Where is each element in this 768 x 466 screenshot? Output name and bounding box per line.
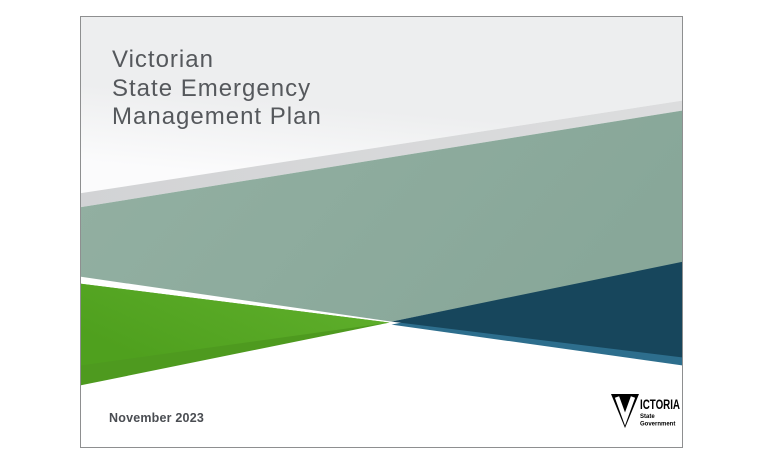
logo-tagline-line1: State: [640, 414, 655, 420]
cover-geometry: [81, 17, 682, 386]
sage-green-band: [81, 110, 682, 322]
dark-teal-triangle: [391, 261, 682, 358]
logo-wordmark: ICTORIA: [640, 397, 680, 412]
title-line-1: Victorian: [112, 46, 214, 73]
top-gray-band: [81, 17, 682, 194]
logo-tagline-line2: Government: [640, 422, 675, 428]
victoria-v-icon: [614, 396, 636, 426]
document-cover-page: Victorian State Emergency Management Pla…: [80, 16, 683, 448]
page-title: Victorian State Emergency Management Pla…: [112, 46, 322, 132]
victoria-state-government-logo: ICTORIA State Government: [611, 394, 680, 428]
title-line-3: Management Plan: [112, 103, 322, 130]
title-line-2: State Emergency: [112, 74, 312, 102]
publication-date: November 2023: [109, 411, 205, 425]
divider-stripe: [81, 100, 682, 208]
bright-green-triangle: [81, 283, 390, 366]
